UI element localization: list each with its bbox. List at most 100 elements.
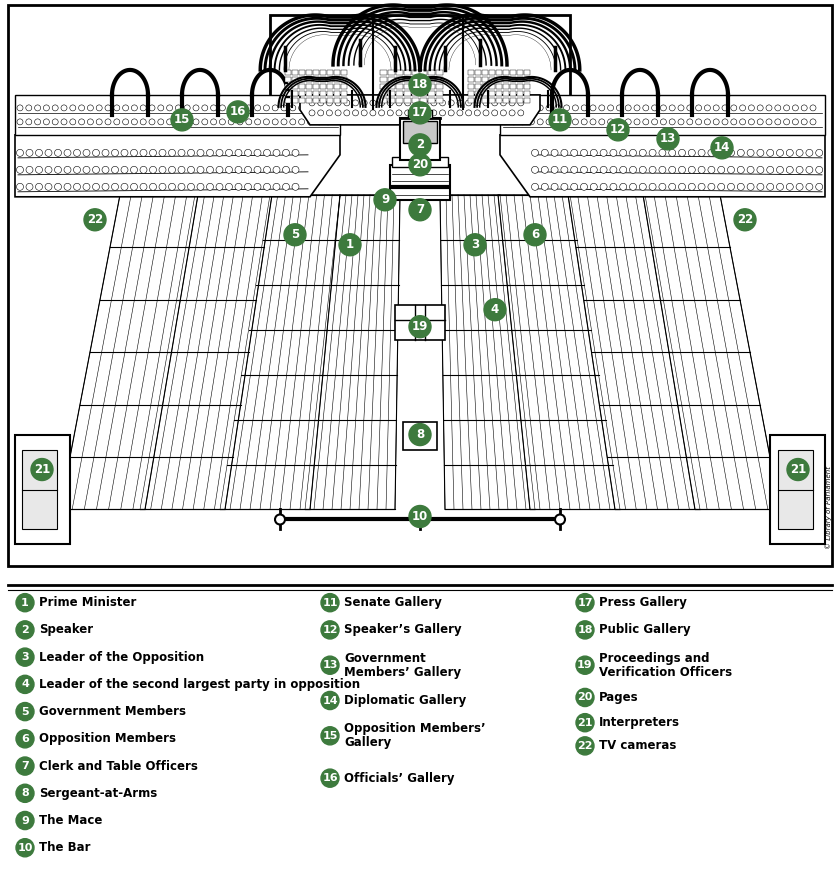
- Circle shape: [16, 811, 34, 830]
- Circle shape: [620, 149, 627, 156]
- Bar: [313, 77, 319, 82]
- Circle shape: [273, 167, 280, 174]
- Text: 5: 5: [291, 228, 299, 241]
- Circle shape: [610, 183, 617, 190]
- Circle shape: [431, 110, 437, 116]
- Text: Gallery: Gallery: [344, 737, 391, 749]
- Circle shape: [45, 167, 52, 174]
- Circle shape: [806, 183, 813, 190]
- Circle shape: [409, 153, 431, 175]
- Bar: [404, 84, 411, 89]
- Circle shape: [327, 100, 333, 106]
- Circle shape: [767, 183, 774, 190]
- Bar: [475, 70, 481, 75]
- Bar: [320, 70, 326, 75]
- Bar: [420, 98, 427, 103]
- Text: Proceedings and: Proceedings and: [599, 652, 710, 665]
- Circle shape: [484, 299, 506, 321]
- Circle shape: [409, 505, 431, 527]
- Circle shape: [16, 730, 34, 748]
- Circle shape: [374, 189, 396, 210]
- Text: Members’ Gallery: Members’ Gallery: [344, 666, 461, 679]
- Circle shape: [625, 119, 631, 125]
- Circle shape: [600, 149, 607, 156]
- Circle shape: [325, 105, 331, 111]
- Circle shape: [634, 105, 640, 111]
- Circle shape: [792, 105, 798, 111]
- Bar: [404, 98, 411, 103]
- Circle shape: [747, 167, 754, 174]
- Text: Leader of the second largest party in opposition: Leader of the second largest party in op…: [39, 678, 360, 691]
- Bar: [396, 91, 403, 96]
- Circle shape: [538, 119, 543, 125]
- Text: 6: 6: [531, 228, 539, 241]
- Bar: [299, 84, 305, 89]
- Circle shape: [801, 105, 807, 111]
- Bar: [388, 98, 395, 103]
- Text: 19: 19: [412, 320, 428, 333]
- Circle shape: [264, 119, 270, 125]
- Circle shape: [625, 105, 631, 111]
- Circle shape: [344, 100, 349, 106]
- Bar: [392, 157, 448, 167]
- Circle shape: [105, 105, 111, 111]
- Circle shape: [696, 105, 701, 111]
- Circle shape: [738, 183, 744, 190]
- Bar: [428, 77, 435, 82]
- Circle shape: [255, 119, 260, 125]
- Bar: [428, 70, 435, 75]
- Bar: [292, 91, 298, 96]
- Bar: [334, 98, 340, 103]
- Circle shape: [178, 149, 185, 156]
- Circle shape: [113, 119, 120, 125]
- Circle shape: [757, 149, 764, 156]
- Circle shape: [766, 119, 772, 125]
- Circle shape: [687, 119, 693, 125]
- Circle shape: [298, 119, 305, 125]
- Circle shape: [35, 167, 43, 174]
- Circle shape: [150, 167, 156, 174]
- Text: Diplomatic Gallery: Diplomatic Gallery: [344, 694, 466, 707]
- Bar: [334, 77, 340, 82]
- Bar: [412, 77, 419, 82]
- Circle shape: [591, 183, 597, 190]
- Circle shape: [130, 183, 138, 190]
- Circle shape: [639, 183, 646, 190]
- Circle shape: [292, 167, 299, 174]
- Circle shape: [202, 105, 207, 111]
- Text: 14: 14: [323, 695, 338, 705]
- Text: Government Members: Government Members: [39, 705, 186, 718]
- Text: 16: 16: [323, 774, 338, 783]
- Circle shape: [491, 100, 497, 106]
- Text: Sergeant-at-Arms: Sergeant-at-Arms: [39, 787, 157, 800]
- Circle shape: [112, 149, 118, 156]
- Polygon shape: [498, 195, 620, 510]
- Bar: [299, 98, 305, 103]
- Circle shape: [409, 134, 431, 156]
- Circle shape: [657, 128, 679, 150]
- Bar: [524, 91, 530, 96]
- Circle shape: [197, 167, 204, 174]
- Circle shape: [131, 105, 138, 111]
- Circle shape: [105, 119, 111, 125]
- Bar: [341, 91, 347, 96]
- Text: Opposition Members: Opposition Members: [39, 732, 176, 745]
- Circle shape: [731, 119, 737, 125]
- Circle shape: [767, 167, 774, 174]
- Circle shape: [688, 149, 696, 156]
- Circle shape: [576, 714, 594, 731]
- Circle shape: [55, 183, 61, 190]
- Circle shape: [607, 119, 629, 141]
- Text: 17: 17: [412, 106, 428, 119]
- Circle shape: [353, 100, 359, 106]
- Bar: [396, 84, 403, 89]
- Circle shape: [520, 105, 526, 111]
- Circle shape: [786, 183, 793, 190]
- Polygon shape: [15, 135, 340, 196]
- Circle shape: [698, 183, 705, 190]
- Bar: [306, 77, 312, 82]
- Circle shape: [307, 105, 313, 111]
- Text: 7: 7: [21, 761, 29, 771]
- Circle shape: [150, 149, 156, 156]
- Text: 3: 3: [21, 652, 29, 662]
